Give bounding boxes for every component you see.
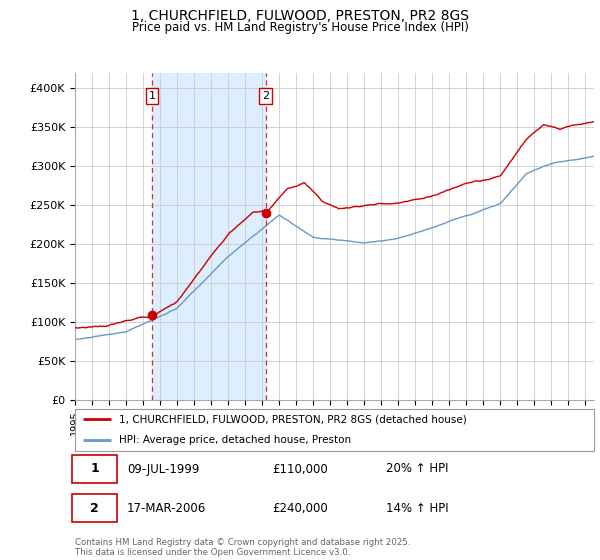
Text: 09-JUL-1999: 09-JUL-1999 (127, 463, 199, 475)
Text: 2: 2 (262, 91, 269, 101)
Text: 1: 1 (148, 91, 155, 101)
Text: Price paid vs. HM Land Registry's House Price Index (HPI): Price paid vs. HM Land Registry's House … (131, 21, 469, 34)
FancyBboxPatch shape (73, 455, 116, 483)
FancyBboxPatch shape (75, 409, 594, 451)
Text: 1: 1 (90, 463, 99, 475)
Text: 20% ↑ HPI: 20% ↑ HPI (386, 463, 449, 475)
Text: £240,000: £240,000 (272, 502, 328, 515)
Text: HPI: Average price, detached house, Preston: HPI: Average price, detached house, Pres… (119, 435, 351, 445)
Text: 1, CHURCHFIELD, FULWOOD, PRESTON, PR2 8GS: 1, CHURCHFIELD, FULWOOD, PRESTON, PR2 8G… (131, 9, 469, 23)
Text: 14% ↑ HPI: 14% ↑ HPI (386, 502, 449, 515)
Text: 1, CHURCHFIELD, FULWOOD, PRESTON, PR2 8GS (detached house): 1, CHURCHFIELD, FULWOOD, PRESTON, PR2 8G… (119, 414, 467, 424)
Text: 17-MAR-2006: 17-MAR-2006 (127, 502, 206, 515)
Bar (152, 73, 266, 400)
FancyBboxPatch shape (73, 494, 116, 522)
Text: 2: 2 (90, 502, 99, 515)
Text: Contains HM Land Registry data © Crown copyright and database right 2025.
This d: Contains HM Land Registry data © Crown c… (75, 538, 410, 557)
Text: £110,000: £110,000 (272, 463, 328, 475)
